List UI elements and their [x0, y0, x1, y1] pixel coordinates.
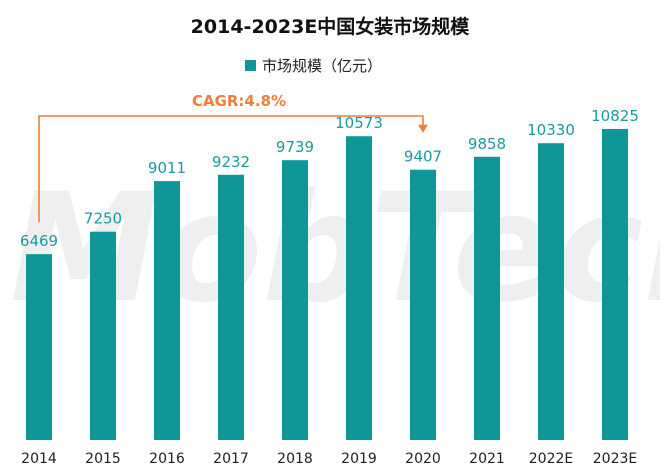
value-label-2018: 9739 [276, 138, 314, 156]
cagr-label: CAGR:4.8% [192, 92, 286, 110]
cagr-bracket-line [38, 115, 424, 223]
legend-swatch [245, 60, 256, 71]
x-tick-2021: 2021 [469, 451, 505, 467]
legend-label: 市场规模（亿元） [262, 57, 382, 75]
bar-2018 [282, 160, 308, 440]
value-label-2020: 9407 [404, 148, 442, 166]
value-labels-group: 6469 7250 9011 9232 9739 10573 9407 9858 10330 10… [20, 107, 639, 250]
x-tick-2017: 2017 [213, 451, 249, 467]
x-axis-tick-labels: 2014 2015 2016 2017 2018 2019 2020 2021 2022E 202… [21, 451, 637, 467]
bar-2016 [154, 181, 180, 440]
bar-2014 [26, 254, 52, 440]
value-label-2023E: 10825 [591, 107, 639, 125]
chart-title: 2014-2023E中国女装市场规模 [191, 15, 471, 38]
value-label-2015: 7250 [84, 210, 122, 228]
bar-2023E [602, 129, 628, 440]
bar-2019 [346, 136, 372, 440]
cagr-arrowhead [418, 124, 428, 133]
bar-2021 [474, 156, 500, 440]
x-tick-2015: 2015 [85, 451, 121, 467]
cagr-annotation: CAGR:4.8% [38, 92, 428, 223]
bar-2022E [538, 143, 564, 440]
value-label-2019: 10573 [335, 114, 383, 132]
bar-2020 [410, 169, 436, 441]
value-label-2021: 9858 [468, 135, 506, 153]
x-tick-2023E: 2023E [593, 451, 637, 467]
x-tick-2018: 2018 [277, 451, 313, 467]
x-tick-2022E: 2022E [529, 451, 573, 467]
bar-2017 [218, 174, 244, 441]
value-label-2017: 9232 [212, 153, 250, 171]
value-label-2022E: 10330 [527, 121, 575, 139]
x-tick-2016: 2016 [149, 451, 185, 467]
x-tick-2020: 2020 [405, 451, 441, 467]
bars-group [26, 129, 628, 441]
x-tick-2019: 2019 [341, 451, 377, 467]
value-label-2016: 9011 [148, 159, 186, 177]
legend: 市场规模（亿元） [245, 57, 382, 75]
bar-2015 [90, 231, 116, 440]
value-label-2014: 6469 [20, 232, 58, 250]
x-tick-2014: 2014 [21, 451, 57, 467]
